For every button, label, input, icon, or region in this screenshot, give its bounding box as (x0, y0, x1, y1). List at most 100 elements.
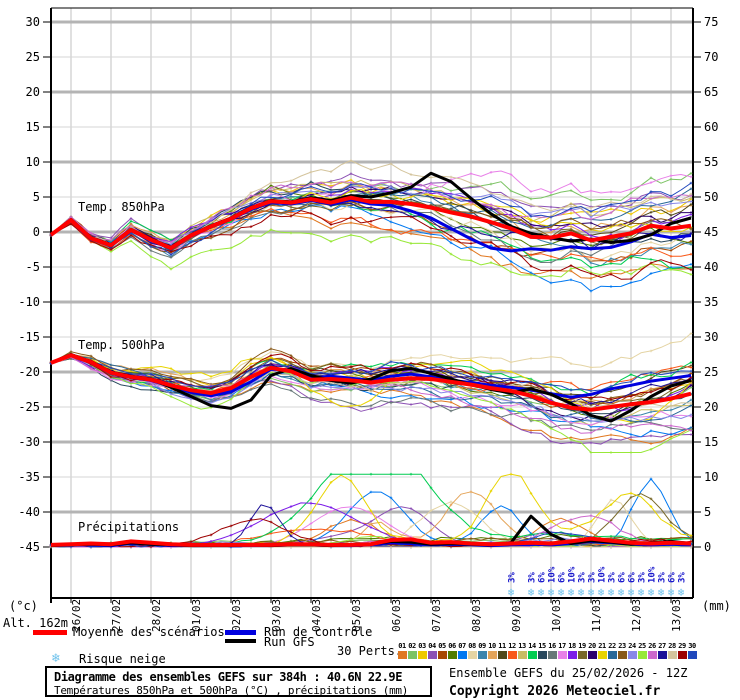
svg-text:06/03: 06/03 (390, 599, 403, 632)
pert-legend-cell: 07 (457, 642, 467, 659)
svg-text:45: 45 (704, 225, 718, 239)
pert-color-swatch (647, 651, 657, 659)
pert-color-swatch (587, 651, 597, 659)
pert-color-swatch (557, 651, 567, 659)
svg-text:6%: 6% (668, 572, 678, 583)
svg-text:❄: ❄ (528, 586, 535, 599)
svg-text:08/03: 08/03 (470, 599, 483, 632)
svg-text:-40: -40 (18, 505, 40, 519)
pert-legend-cell: 23 (617, 642, 627, 659)
copyright: Copyright 2026 Meteociel.fr (449, 684, 661, 699)
pert-color-swatch (567, 651, 577, 659)
pert-legend-cell: 04 (427, 642, 437, 659)
control-legend-label: Run de contrôle (264, 625, 373, 639)
pert-color-strip: 01 02 03 04 05 06 07 08 09 10 11 12 13 14 15 16 17 18 19 20… (397, 642, 697, 659)
pert-number: 28 (668, 642, 676, 650)
pert-number: 16 (548, 642, 556, 650)
svg-text:11/03: 11/03 (590, 599, 603, 632)
pert-color-swatch (687, 651, 697, 659)
chart-title: Diagramme des ensembles GEFS sur 384h : … (54, 670, 403, 684)
pert-legend-cell: 15 (537, 642, 547, 659)
svg-text:❄: ❄ (508, 586, 515, 599)
pert-color-swatch (617, 651, 627, 659)
pert-legend-cell: 16 (547, 642, 557, 659)
pert-legend-cell: 24 (627, 642, 637, 659)
pert-number: 12 (508, 642, 516, 650)
svg-text:20: 20 (26, 85, 40, 99)
pert-number: 11 (498, 642, 506, 650)
svg-text:12/03: 12/03 (630, 599, 643, 632)
pert-color-swatch (547, 651, 557, 659)
svg-text:-35: -35 (18, 470, 40, 484)
svg-text:❄: ❄ (668, 586, 675, 599)
svg-text:55: 55 (704, 155, 718, 169)
pert-color-swatch (437, 651, 447, 659)
pert-number: 27 (658, 642, 666, 650)
pert-number: 19 (578, 642, 586, 650)
svg-text:70: 70 (704, 50, 718, 64)
pert-legend-cell: 13 (517, 642, 527, 659)
pert-color-swatch (417, 651, 427, 659)
svg-text:30: 30 (26, 15, 40, 29)
pert-color-swatch (477, 651, 487, 659)
svg-text:❄: ❄ (598, 586, 605, 599)
pert-legend-cell: 05 (437, 642, 447, 659)
pert-number: 03 (418, 642, 426, 650)
pert-number: 09 (478, 642, 486, 650)
pert-legend-cell: 26 (647, 642, 657, 659)
svg-text:❄: ❄ (568, 586, 575, 599)
pert-color-swatch (597, 651, 607, 659)
svg-text:3%: 3% (588, 572, 598, 583)
svg-text:10%: 10% (648, 566, 658, 583)
svg-text:15: 15 (26, 120, 40, 134)
svg-text:-5: -5 (26, 260, 40, 274)
panel-label-850: Temp. 850hPa (78, 200, 165, 214)
svg-text:❄: ❄ (648, 586, 655, 599)
svg-text:09/03: 09/03 (510, 599, 523, 632)
svg-text:❄: ❄ (658, 586, 665, 599)
pert-color-swatch (607, 651, 617, 659)
svg-text:-45: -45 (18, 540, 40, 554)
svg-text:-20: -20 (18, 365, 40, 379)
pert-legend-cell: 01 (397, 642, 407, 659)
svg-text:20: 20 (704, 400, 718, 414)
pert-number: 10 (488, 642, 496, 650)
svg-text:❄: ❄ (638, 586, 645, 599)
svg-text:3%: 3% (508, 572, 518, 583)
svg-text:60: 60 (704, 120, 718, 134)
svg-text:❄: ❄ (588, 586, 595, 599)
svg-text:15: 15 (704, 435, 718, 449)
pert-number: 20 (588, 642, 596, 650)
pert-legend-cell: 27 (657, 642, 667, 659)
svg-text:-30: -30 (18, 435, 40, 449)
pert-number: 15 (538, 642, 546, 650)
svg-text:3%: 3% (578, 572, 588, 583)
pert-color-swatch (577, 651, 587, 659)
pert-legend-cell: 09 (477, 642, 487, 659)
svg-text:65: 65 (704, 85, 718, 99)
svg-text:5: 5 (33, 190, 40, 204)
pert-color-swatch (427, 651, 437, 659)
pert-color-swatch (537, 651, 547, 659)
pert-legend-cell: 30 (687, 642, 697, 659)
svg-text:13/03: 13/03 (670, 599, 683, 632)
perts-count-label: 30 Perts. (337, 644, 403, 658)
pert-color-swatch (507, 651, 517, 659)
pert-color-swatch (487, 651, 497, 659)
pert-color-swatch (497, 651, 507, 659)
pert-color-swatch (677, 651, 687, 659)
pert-number: 13 (518, 642, 526, 650)
pert-color-swatch (457, 651, 467, 659)
gfs-legend-label: Run GFS (264, 635, 315, 649)
snowflake-icon: ❄ (52, 651, 60, 666)
svg-text:3%: 3% (638, 572, 648, 583)
svg-text:02/03: 02/03 (230, 599, 243, 632)
pert-legend-cell: 18 (567, 642, 577, 659)
unit-mm-label: (mm) (702, 599, 731, 613)
pert-legend-cell: 29 (677, 642, 687, 659)
mean-line-swatch (33, 630, 67, 635)
snow-risk-label: Risque neige (79, 652, 166, 666)
svg-text:5: 5 (704, 505, 711, 519)
